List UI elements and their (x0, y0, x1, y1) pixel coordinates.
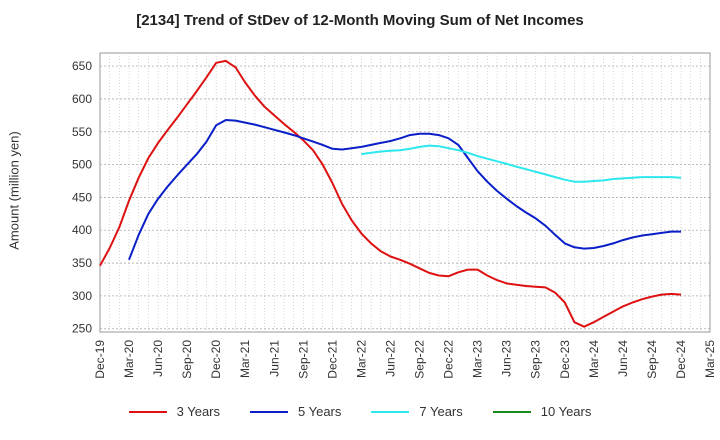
x-tick-label: Sep-21 (296, 340, 310, 379)
y-tick-label: 250 (72, 322, 92, 336)
x-tick-label: Jun-20 (151, 340, 165, 377)
x-tick-label: Jun-23 (500, 340, 514, 377)
y-tick-label: 400 (72, 223, 92, 237)
x-tick-label: Jun-21 (267, 340, 281, 377)
x-tick-label: Dec-24 (674, 340, 688, 379)
chart-title: [2134] Trend of StDev of 12-Month Moving… (136, 12, 584, 29)
x-tick-label: Mar-23 (471, 340, 485, 378)
legend-item: 3 Years (128, 404, 220, 419)
x-tick-label: Dec-19 (93, 340, 107, 379)
x-tick-label: Mar-25 (703, 340, 717, 378)
legend-label: 3 Years (176, 404, 220, 419)
legend-label: 5 Years (298, 404, 342, 419)
series-line-7-years (361, 144, 682, 183)
y-tick-label: 650 (72, 59, 92, 73)
x-tick-label: Dec-20 (209, 340, 223, 379)
legend-label: 7 Years (419, 404, 463, 419)
x-tick-label: Dec-23 (558, 340, 572, 379)
legend-swatch (128, 410, 167, 413)
x-tick-label: Jun-24 (616, 340, 630, 377)
series-line-5-years (128, 119, 681, 261)
x-tick-label: Mar-22 (354, 340, 368, 378)
legend-item: 10 Years (492, 404, 592, 419)
line-chart: 250 300 350 400 450 500 550 600 650 Dec-19 Mar-20 J… (72, 52, 717, 379)
legend: 3 Years 5 Years 7 Years 10 Years (0, 404, 720, 419)
y-tick-label: 550 (72, 125, 92, 139)
plot-area (99, 52, 711, 333)
y-tick-label: 350 (72, 256, 92, 270)
x-tick-label: Sep-24 (645, 340, 659, 379)
series-line-3-years (99, 59, 682, 328)
x-tick-label: Sep-20 (180, 340, 194, 379)
legend-label: 10 Years (540, 404, 592, 419)
legend-swatch (371, 410, 410, 413)
legend-swatch (492, 410, 531, 413)
x-tick-label: Mar-24 (587, 340, 601, 378)
x-tick-label: Mar-20 (122, 340, 136, 378)
x-tick-label: Jun-22 (383, 340, 397, 377)
y-tick-label: 450 (72, 190, 92, 204)
y-tick-label: 500 (72, 158, 92, 172)
x-tick-label: Sep-22 (413, 340, 427, 379)
y-tick-label: 300 (72, 289, 92, 303)
x-tick-label: Dec-22 (442, 340, 456, 379)
y-tick-label: 600 (72, 92, 92, 106)
legend-swatch (250, 410, 288, 413)
x-tick-label: Sep-23 (529, 340, 543, 379)
x-tick-label: Mar-21 (238, 340, 252, 378)
legend-item: 5 Years (250, 404, 341, 419)
legend-item: 7 Years (371, 404, 463, 419)
x-tick-label: Dec-21 (325, 340, 339, 379)
